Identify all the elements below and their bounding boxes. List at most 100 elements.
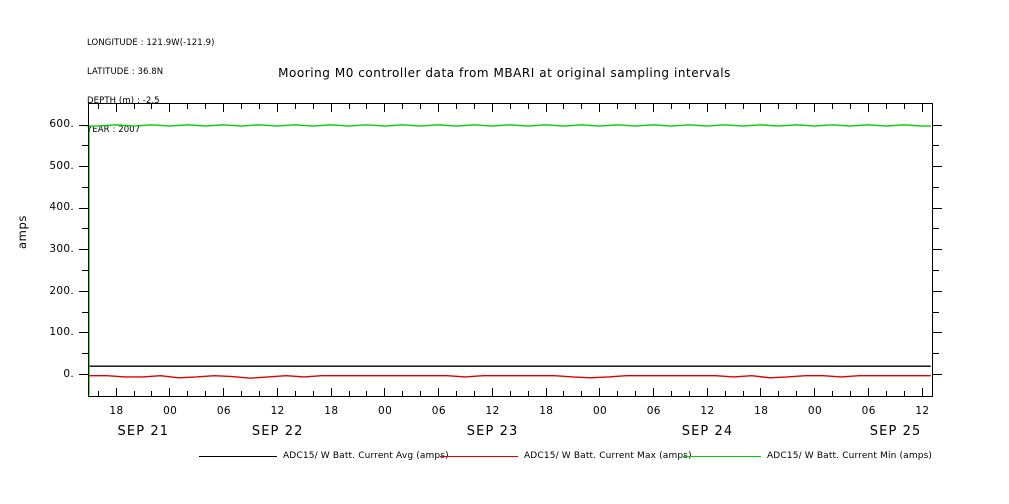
x-axis-hour-label: 12 <box>700 405 715 417</box>
x-axis-tick-major <box>330 388 332 397</box>
x-axis-tick-minor-top <box>509 103 511 109</box>
x-axis-tick-minor <box>151 391 153 397</box>
x-axis-tick-minor <box>258 391 260 397</box>
x-axis-hour-label: 12 <box>485 405 500 417</box>
x-axis-tick-minor <box>455 391 457 397</box>
x-axis-day-label: SEP 21 <box>117 424 170 439</box>
x-axis-tick-minor <box>688 391 690 397</box>
x-axis-tick-minor-top <box>187 103 189 109</box>
y-axis-tick-major-right <box>933 207 942 209</box>
y-axis-tick-major-right <box>933 124 942 126</box>
x-axis-tick-minor <box>366 391 368 397</box>
x-axis-day-label: SEP 25 <box>869 424 922 439</box>
legend-entry[interactable]: ADC15/ W Batt. Current Avg (amps) <box>199 449 449 463</box>
legend-line-swatch <box>440 455 518 457</box>
y-axis-tick-major-right <box>933 332 942 334</box>
x-axis-tick-major <box>438 388 440 397</box>
x-axis-tick-major-top <box>115 103 117 112</box>
x-axis-hour-label: 06 <box>646 405 661 417</box>
x-axis-tick-minor-top <box>402 103 404 109</box>
y-axis-tick-major-right <box>933 249 942 251</box>
chart-legend: ADC15/ W Batt. Current Avg (amps) ADC15/ … <box>0 449 1009 465</box>
y-axis-tick-major <box>79 124 88 126</box>
y-axis-tick-minor <box>82 145 88 147</box>
x-axis-tick-minor-top <box>778 103 780 109</box>
metadata-depth: DEPTH (m) : -2.5 <box>87 95 160 106</box>
legend-label: ADC15/ W Batt. Current Max (amps) <box>524 451 692 461</box>
x-axis-tick-minor <box>241 391 243 397</box>
x-axis-tick-minor-top <box>473 103 475 109</box>
x-axis-tick-minor <box>133 391 135 397</box>
x-axis-tick-minor <box>187 391 189 397</box>
x-axis-tick-major-top <box>169 103 171 112</box>
x-axis-tick-minor-top <box>742 103 744 109</box>
x-axis-tick-minor-top <box>796 103 798 109</box>
x-axis-hour-label: 00 <box>592 405 608 417</box>
metadata-longitude: LONGITUDE : 121.9W(-121.9) <box>87 38 215 49</box>
x-axis-tick-minor-top <box>348 103 350 109</box>
x-axis-tick-minor <box>509 391 511 397</box>
x-axis-tick-minor <box>402 391 404 397</box>
y-axis-tick-minor-right <box>933 186 939 188</box>
legend-line-swatch <box>199 455 277 457</box>
legend-entry[interactable]: ADC15/ W Batt. Current Min (amps) <box>683 449 932 463</box>
x-axis-tick-major-top <box>652 103 654 112</box>
x-axis-tick-minor <box>635 391 637 397</box>
y-axis-tick-major <box>79 373 88 375</box>
x-axis-tick-minor-top <box>455 103 457 109</box>
x-axis-tick-minor-top <box>635 103 637 109</box>
x-axis-tick-minor <box>903 391 905 397</box>
x-axis-tick-minor <box>473 391 475 397</box>
x-axis-hour-label: 18 <box>109 405 124 417</box>
y-axis-tick-label: 500. <box>49 159 74 172</box>
x-axis-tick-minor-top <box>294 103 296 109</box>
legend-line-swatch <box>683 455 761 457</box>
x-axis-tick-minor <box>850 391 851 397</box>
metadata-latitude: LATITUDE : 36.8N <box>87 66 164 77</box>
x-axis-tick-minor <box>294 391 296 397</box>
x-axis-tick-minor <box>796 391 798 397</box>
x-axis-tick-minor <box>778 391 780 397</box>
x-axis-hour-label: 18 <box>539 405 554 417</box>
x-axis-day-label: SEP 24 <box>681 424 734 439</box>
x-axis-tick-minor <box>581 391 583 397</box>
x-axis-tick-major-top <box>223 103 225 112</box>
x-axis-tick-minor-top <box>420 103 422 109</box>
x-axis-tick-minor-top <box>832 103 834 109</box>
x-axis-tick-minor-top <box>563 103 565 109</box>
y-axis-tick-major <box>79 332 88 334</box>
x-axis-tick-minor-top <box>133 103 135 109</box>
y-axis-tick-minor-right <box>933 269 939 271</box>
y-axis-tick-major-right <box>933 373 942 375</box>
y-axis-tick-minor-right <box>933 145 939 147</box>
x-axis-tick-major <box>706 388 708 397</box>
y-axis-tick-major <box>79 249 88 251</box>
x-axis-hour-label: 06 <box>216 405 231 417</box>
plot-inner <box>89 104 932 396</box>
x-axis-tick-minor <box>885 391 887 397</box>
y-axis-tick-label: 200. <box>49 284 74 297</box>
y-axis-tick-major <box>79 290 88 292</box>
y-axis-tick-minor-right <box>933 353 939 355</box>
x-axis-tick-minor-top <box>617 103 619 109</box>
x-axis-tick-minor-top <box>97 103 99 109</box>
x-axis-tick-minor <box>205 391 207 397</box>
legend-entry[interactable]: ADC15/ W Batt. Current Max (amps) <box>440 449 692 463</box>
x-axis-tick-major <box>760 388 762 397</box>
x-axis-tick-minor-top <box>151 103 153 109</box>
x-axis-tick-minor <box>420 391 422 397</box>
x-axis-tick-minor-top <box>312 103 314 109</box>
x-axis-tick-minor <box>527 391 529 397</box>
x-axis-tick-major <box>169 388 171 397</box>
x-axis-tick-minor <box>670 391 672 397</box>
x-axis-tick-major-top <box>545 103 547 112</box>
y-axis-tick-major-right <box>933 166 942 168</box>
x-axis-tick-major-top <box>491 103 493 112</box>
x-axis-tick-minor <box>97 391 99 397</box>
series-line <box>89 376 931 378</box>
x-axis-hour-label: 00 <box>378 405 393 417</box>
x-axis-hour-label: 18 <box>324 405 339 417</box>
x-axis-tick-major-top <box>706 103 708 112</box>
y-axis-tick-label: 0. <box>63 367 74 380</box>
x-axis-tick-minor <box>312 391 314 397</box>
